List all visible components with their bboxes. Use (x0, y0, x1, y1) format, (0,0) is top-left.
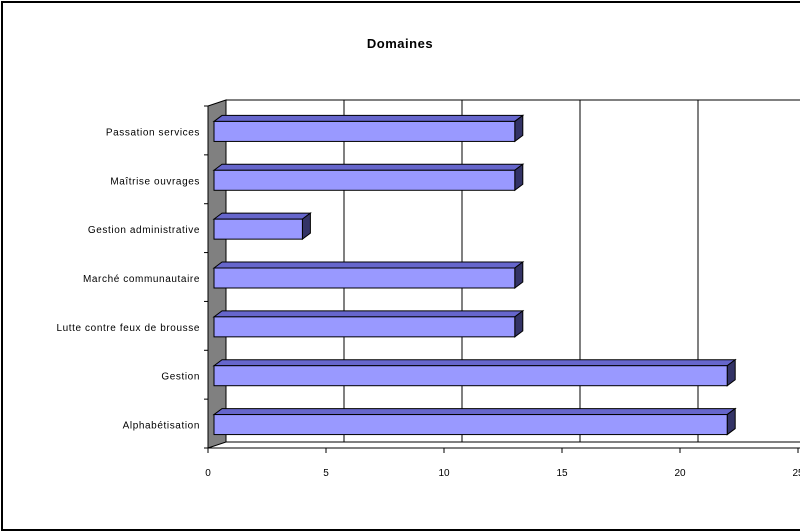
bar (213, 267, 516, 289)
bar-top-face (212, 310, 525, 318)
x-tick-label: 20 (674, 468, 686, 479)
bar-top-face (212, 408, 737, 416)
bar (213, 218, 303, 240)
category-label: Gestion administrative (88, 225, 200, 236)
x-tick-label: 10 (438, 468, 450, 479)
bar-top-face (212, 359, 737, 367)
x-tick-label: 25 (792, 468, 800, 479)
plot-area: 0 5 10 15 20 25 Passation services Maîtrise ouv… (56, 99, 800, 479)
bar (213, 120, 516, 142)
category-label: Gestion (161, 372, 200, 383)
bar (213, 414, 728, 436)
bar-top-face (212, 261, 525, 269)
x-tick-label: 0 (205, 468, 211, 479)
bar (213, 169, 516, 191)
bar-top-face (212, 114, 525, 122)
bar (213, 316, 516, 338)
x-tick-label: 15 (556, 468, 568, 479)
category-label: Alphabétisation (123, 421, 200, 432)
category-label: Marché communautaire (83, 274, 200, 285)
bar-top-face (212, 212, 312, 220)
category-label: Lutte contre feux de brousse (56, 323, 200, 334)
category-label: Passation services (106, 127, 200, 138)
chart-title: Domaines (367, 36, 433, 51)
category-label: Maîtrise ouvrages (110, 176, 200, 187)
bar-top-face (212, 163, 525, 171)
bar-chart: Domaines 0 5 10 15 20 25 Passation services Maî… (56, 36, 800, 479)
x-tick-label: 5 (323, 468, 329, 479)
bar (213, 365, 728, 387)
